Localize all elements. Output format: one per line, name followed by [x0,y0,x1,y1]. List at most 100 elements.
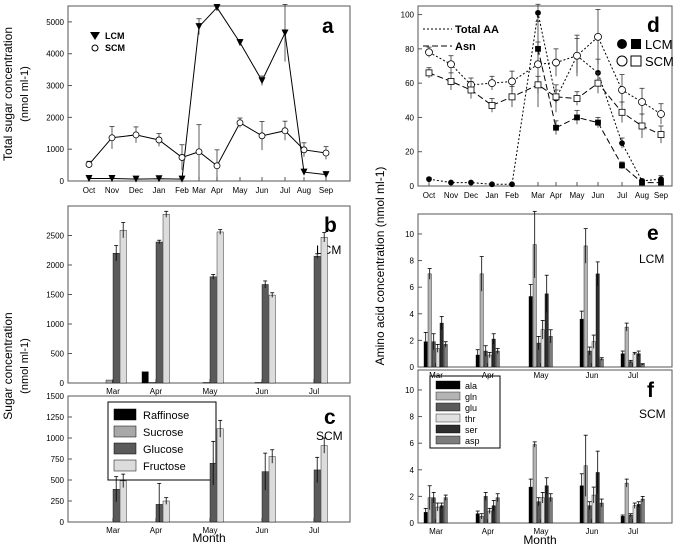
data-point-d [573,95,581,102]
data-point-d [488,79,496,88]
xtick-label-b: May [202,387,217,396]
data-point-d [639,179,645,186]
bar-b [112,252,120,384]
panel-c-xlabel: Month [192,531,225,545]
xtick-label-c: Jun [256,526,269,535]
data-point-a [213,162,221,170]
ytick-label-b: 500 [51,350,65,359]
data-point-a [213,4,221,12]
lcm-square-legend [631,39,641,49]
ytick-label-a: 1000 [46,145,64,154]
data-point-d [535,45,541,52]
xtick-label-d: Nov [444,191,458,200]
data-point-a [178,154,186,161]
panel-f-xlabel: Month [523,533,556,547]
data-point-a [195,23,203,31]
xtick-label-d: Apr [550,191,563,200]
series-line-a [88,122,327,167]
bar-b [216,231,224,384]
data-point-d [595,119,601,126]
data-point-a [132,175,140,183]
scm-square-legend [630,55,642,67]
bar-b [119,229,127,384]
data-point-d [448,179,454,186]
data-point-d [657,110,665,118]
bar-e [443,344,448,368]
bar-b [254,382,262,384]
ytick-label-b: 2000 [46,261,64,270]
data-point-a [195,148,203,156]
c-legend-label-raffinose: Raffinose [143,410,189,422]
xtick-label-d: Jul [617,191,627,200]
data-point-d [425,69,433,77]
ytick-label-c: 0 [60,518,65,527]
data-point-d [552,93,560,101]
ytick-label-e: 6 [410,283,415,292]
total-sugar-ylabel: Total sugar concentration [1,27,15,161]
data-point-a [322,171,330,179]
bar-f [443,497,448,524]
scm-circle-legend [616,55,628,67]
data-point-d [426,176,432,183]
bar-b [105,379,113,384]
ytick-label-a: 4000 [46,50,64,59]
ytick-label-f: 2 [410,492,415,501]
data-point-a [300,146,308,154]
panel-d-letter: d [647,14,660,37]
bar-f [532,444,537,524]
ytick-label-e: 4 [410,310,415,319]
data-point-d [508,93,516,101]
xtick-label-b: Jul [309,387,319,396]
bar-c [216,428,224,523]
bar-f [640,498,645,524]
data-point-d [425,48,433,57]
ytick-label-a: 2000 [46,113,64,122]
c-legend-swatch-fructose [113,459,137,472]
xtick-label-d: Dec [464,191,478,200]
bar-e [427,273,432,368]
xtick-label-a: Aug [297,186,311,195]
bar-b [202,382,210,384]
data-point-d [447,78,455,85]
data-point-d [468,179,474,186]
panel-e-annotation: LCM [639,252,664,266]
data-point-d [552,58,560,67]
xtick-label-a: Jun [256,186,269,195]
bar-b [313,255,321,384]
bar-e [632,353,637,368]
d-legend-lcm-label: LCM [645,37,672,52]
data-point-a [258,132,266,140]
f-legend-swatch-ser [435,424,461,434]
data-point-a [108,134,116,142]
xtick-label-a: Apr [211,186,224,195]
bar-b [155,241,163,384]
ytick-label-e: 0 [410,363,415,372]
ytick-label-d: 0 [410,182,415,191]
bar-b [148,382,156,384]
bar-b [209,276,217,384]
data-point-d [447,60,455,69]
bar-b [268,294,276,384]
panel-e-letter: e [647,222,659,245]
xtick-label-a: Mar [192,186,206,195]
xtick-label-a: Nov [105,186,119,195]
data-point-a [281,29,289,37]
bar-e [624,326,629,368]
data-point-a [258,77,266,85]
xtick-label-a: May [232,186,247,195]
data-point-a [155,136,163,144]
f-legend-label-ser: ser [465,425,478,435]
data-point-d [509,181,515,188]
xtick-label-d: Jan [486,191,499,200]
series-line-d [428,12,662,185]
xtick-label-d: Feb [505,191,519,200]
ytick-label-d: 40 [405,113,414,122]
ytick-label-d: 20 [405,148,414,157]
total-sugar-yunit: (nmol ml-1) [19,66,31,122]
xtick-label-a: Dec [129,186,143,195]
panel-d-frame [417,5,673,187]
xtick-label-f: Jun [586,527,599,536]
bar-b [141,371,149,384]
xtick-label-e: Apr [482,371,495,380]
